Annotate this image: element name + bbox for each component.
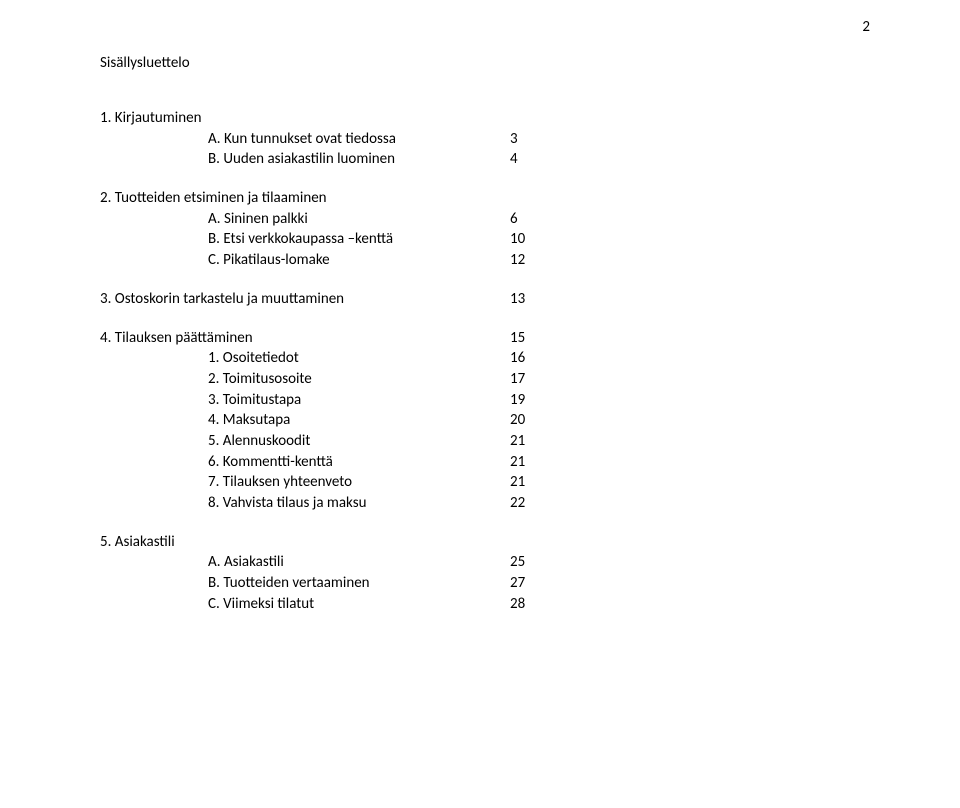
toc-heading-label: 3. Ostoskorin tarkastelu ja muuttaminen xyxy=(100,289,510,310)
toc-heading-label: 2. Tuotteiden etsiminen ja tilaaminen xyxy=(100,188,510,209)
toc-section: 2. Tuotteiden etsiminen ja tilaaminen A.… xyxy=(100,188,870,271)
toc-item-row: B. Uuden asiakastilin luominen 4 xyxy=(100,149,870,170)
toc-item-page: 21 xyxy=(510,472,525,493)
toc-item-page: 10 xyxy=(510,229,525,250)
toc-item-row: 5. Alennuskoodit 21 xyxy=(100,431,870,452)
toc-item-row: B. Etsi verkkokaupassa –kenttä 10 xyxy=(100,229,870,250)
toc-item-label: 2. Toimitusosoite xyxy=(100,369,510,390)
table-of-contents: 1. Kirjautuminen A. Kun tunnukset ovat t… xyxy=(100,108,870,614)
toc-item-row: C. Pikatilaus-lomake 12 xyxy=(100,250,870,271)
toc-heading-page: 13 xyxy=(510,289,525,310)
toc-heading-page: 15 xyxy=(510,328,525,349)
toc-item-page: 21 xyxy=(510,452,525,473)
toc-section: 1. Kirjautuminen A. Kun tunnukset ovat t… xyxy=(100,108,870,170)
toc-heading-label: 4. Tilauksen päättäminen xyxy=(100,328,510,349)
toc-heading-row: 1. Kirjautuminen xyxy=(100,108,870,129)
toc-item-label: C. Viimeksi tilatut xyxy=(100,594,510,615)
toc-item-label: 3. Toimitustapa xyxy=(100,390,510,411)
toc-item-row: 6. Kommentti-kenttä 21 xyxy=(100,452,870,473)
toc-section: 4. Tilauksen päättäminen 15 1. Osoitetie… xyxy=(100,328,870,514)
toc-heading-row: 4. Tilauksen päättäminen 15 xyxy=(100,328,870,349)
toc-item-row: 1. Osoitetiedot 16 xyxy=(100,348,870,369)
toc-item-label: B. Etsi verkkokaupassa –kenttä xyxy=(100,229,510,250)
toc-item-label: 7. Tilauksen yhteenveto xyxy=(100,472,510,493)
toc-item-page: 3 xyxy=(510,129,518,150)
toc-item-page: 20 xyxy=(510,410,525,431)
toc-heading-row: 5. Asiakastili xyxy=(100,532,870,553)
toc-section: 5. Asiakastili A. Asiakastili 25 B. Tuot… xyxy=(100,532,870,615)
page-number: 2 xyxy=(862,18,870,36)
toc-item-page: 4 xyxy=(510,149,518,170)
toc-item-page: 22 xyxy=(510,493,525,514)
toc-item-page: 27 xyxy=(510,573,525,594)
toc-item-page: 28 xyxy=(510,594,525,615)
toc-title: Sisällysluettelo xyxy=(100,54,870,72)
toc-item-row: 3. Toimitustapa 19 xyxy=(100,390,870,411)
toc-item-label: 6. Kommentti-kenttä xyxy=(100,452,510,473)
toc-item-label: A. Asiakastili xyxy=(100,552,510,573)
toc-item-label: C. Pikatilaus-lomake xyxy=(100,250,510,271)
toc-item-label: A. Sininen palkki xyxy=(100,209,510,230)
toc-item-label: B. Uuden asiakastilin luominen xyxy=(100,149,510,170)
toc-item-label: B. Tuotteiden vertaaminen xyxy=(100,573,510,594)
toc-section: 3. Ostoskorin tarkastelu ja muuttaminen … xyxy=(100,289,870,310)
toc-item-row: 2. Toimitusosoite 17 xyxy=(100,369,870,390)
toc-item-page: 19 xyxy=(510,390,525,411)
toc-item-label: A. Kun tunnukset ovat tiedossa xyxy=(100,129,510,150)
toc-item-row: A. Asiakastili 25 xyxy=(100,552,870,573)
toc-item-label: 1. Osoitetiedot xyxy=(100,348,510,369)
toc-item-page: 25 xyxy=(510,552,525,573)
toc-item-page: 16 xyxy=(510,348,525,369)
toc-item-label: 4. Maksutapa xyxy=(100,410,510,431)
document-page: 2 Sisällysluettelo 1. Kirjautuminen A. K… xyxy=(0,0,960,808)
toc-item-row: A. Kun tunnukset ovat tiedossa 3 xyxy=(100,129,870,150)
toc-heading-row: 3. Ostoskorin tarkastelu ja muuttaminen … xyxy=(100,289,870,310)
toc-heading-label: 1. Kirjautuminen xyxy=(100,108,510,129)
toc-item-label: 5. Alennuskoodit xyxy=(100,431,510,452)
toc-item-label: 8. Vahvista tilaus ja maksu xyxy=(100,493,510,514)
toc-item-row: A. Sininen palkki 6 xyxy=(100,209,870,230)
toc-item-row: B. Tuotteiden vertaaminen 27 xyxy=(100,573,870,594)
toc-item-row: C. Viimeksi tilatut 28 xyxy=(100,594,870,615)
toc-item-page: 21 xyxy=(510,431,525,452)
toc-item-page: 17 xyxy=(510,369,525,390)
toc-item-page: 12 xyxy=(510,250,525,271)
toc-item-page: 6 xyxy=(510,209,518,230)
toc-heading-row: 2. Tuotteiden etsiminen ja tilaaminen xyxy=(100,188,870,209)
toc-item-row: 8. Vahvista tilaus ja maksu 22 xyxy=(100,493,870,514)
toc-heading-label: 5. Asiakastili xyxy=(100,532,510,553)
toc-item-row: 7. Tilauksen yhteenveto 21 xyxy=(100,472,870,493)
toc-item-row: 4. Maksutapa 20 xyxy=(100,410,870,431)
